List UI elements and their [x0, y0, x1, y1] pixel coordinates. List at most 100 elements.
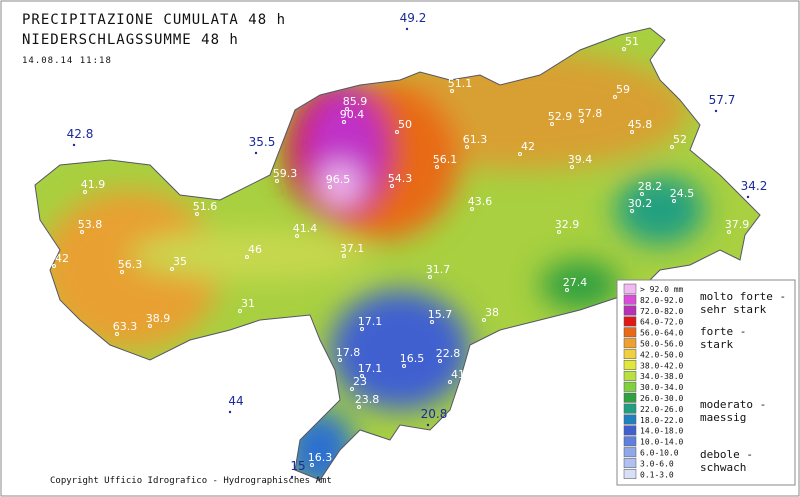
station-value: 96.5: [326, 173, 351, 186]
legend-label: 64.0-72.0: [640, 318, 684, 327]
station-value: 31.7: [426, 263, 451, 276]
station-dot: [357, 405, 361, 409]
station-dot: [345, 107, 349, 111]
legend-swatch: [623, 381, 637, 392]
station-dot: [430, 320, 434, 324]
legend-label: 34.0-38.0: [640, 372, 684, 381]
station-dot: [295, 234, 299, 238]
legend-swatch: [623, 283, 637, 294]
station-value: 38: [485, 306, 499, 319]
legend-swatch: [623, 469, 637, 479]
station-value: 34.2: [741, 179, 768, 193]
station-dot: [360, 327, 364, 331]
station-dot: [565, 288, 569, 292]
station-dot: [630, 209, 634, 213]
station-value: 38.9: [146, 312, 171, 325]
station-dot: [402, 364, 406, 368]
station-dot: [360, 374, 364, 378]
station-dot: [195, 212, 199, 216]
station-value: 85.9: [343, 95, 368, 108]
station-value: 90.4: [340, 108, 365, 121]
station-value: 54.3: [388, 172, 413, 185]
station-value: 41.9: [81, 178, 106, 191]
legend-label: 38.0-42.0: [640, 361, 684, 370]
station-dot: [170, 267, 174, 271]
station-dot: [254, 151, 258, 155]
station-dot: [148, 324, 152, 328]
station-value: 41.4: [293, 222, 318, 235]
station-value: 42: [55, 252, 69, 265]
station-dot: [450, 89, 454, 93]
station-value: 37.1: [340, 242, 365, 255]
station-value: 42: [521, 140, 535, 153]
station-dot: [426, 423, 430, 427]
station-value: 59.3: [273, 167, 298, 180]
station-value: 41: [451, 368, 465, 381]
station-dot: [550, 122, 554, 126]
station-dot: [338, 358, 342, 362]
legend-group: schwach: [700, 461, 746, 474]
legend-label: 14.0-18.0: [640, 427, 684, 436]
legend-group: moderato -: [700, 398, 766, 411]
legend-label: 50.0-56.0: [640, 339, 684, 348]
station-value: 51.6: [193, 200, 218, 213]
station-value: 51.1: [448, 77, 473, 90]
station-dot: [428, 275, 432, 279]
station-dot: [290, 475, 294, 479]
station-dot: [120, 270, 124, 274]
station-value: 43.6: [468, 195, 493, 208]
title-it: PRECIPITAZIONE CUMULATA 48 h: [22, 12, 286, 28]
station-dot: [448, 380, 452, 384]
station-dot: [622, 47, 626, 51]
station-value: 27.4: [563, 276, 588, 289]
station-dot: [328, 185, 332, 189]
station-value: 39.4: [568, 153, 593, 166]
legend-label: 3.0-6.0: [640, 459, 674, 468]
station-dot: [310, 463, 314, 467]
station-dot: [390, 184, 394, 188]
legend-swatch: [623, 392, 637, 403]
station-value: 45.8: [628, 118, 653, 131]
station-value: 32.9: [555, 218, 580, 231]
station-dot: [115, 332, 119, 336]
title-de: NIEDERSCHLAGSSUMME 48 h: [22, 32, 239, 48]
legend-label: 82.0-92.0: [640, 296, 684, 305]
station-dot: [482, 318, 486, 322]
station-value: 50: [398, 118, 412, 131]
legend-label: 26.0-30.0: [640, 394, 684, 403]
station-value: 28.2: [638, 180, 663, 193]
station-dot: [342, 120, 346, 124]
station-dot: [395, 130, 399, 134]
legend-swatch: [623, 360, 637, 370]
station-dot: [580, 119, 584, 123]
legend-label: 10.0-14.0: [640, 438, 684, 447]
station-value: 37.9: [725, 218, 750, 231]
station-dot: [80, 230, 84, 234]
station-value: 31: [241, 297, 255, 310]
station-dot: [640, 192, 644, 196]
legend-swatch: [623, 458, 637, 469]
station-dot: [438, 359, 442, 363]
station-dot: [83, 190, 87, 194]
station-dot: [228, 410, 232, 414]
station-value: 63.3: [113, 320, 138, 333]
station-dot: [275, 179, 279, 183]
legend-swatch: [623, 338, 637, 349]
inside-stations: 51 51.1 59 85.990.4 52.9 57.8 45.8 50 52 61.3 42 56…: [52, 35, 750, 467]
station-value: 16.3: [308, 451, 333, 464]
station-value: 24.5: [670, 187, 695, 200]
station-value: 23.8: [355, 393, 380, 406]
station-dot: [746, 195, 750, 199]
legend-group: debole -: [700, 448, 753, 461]
station-dot: [52, 264, 56, 268]
station-dot: [465, 145, 469, 149]
legend-group: forte -: [700, 325, 746, 338]
station-value: 17.1: [358, 315, 383, 328]
legend-label: 42.0-50.0: [640, 350, 684, 359]
station-dot: [557, 230, 561, 234]
legend-label: 72.0-82.0: [640, 307, 684, 316]
station-value: 56.1: [433, 153, 458, 166]
station-dot: [342, 254, 346, 258]
